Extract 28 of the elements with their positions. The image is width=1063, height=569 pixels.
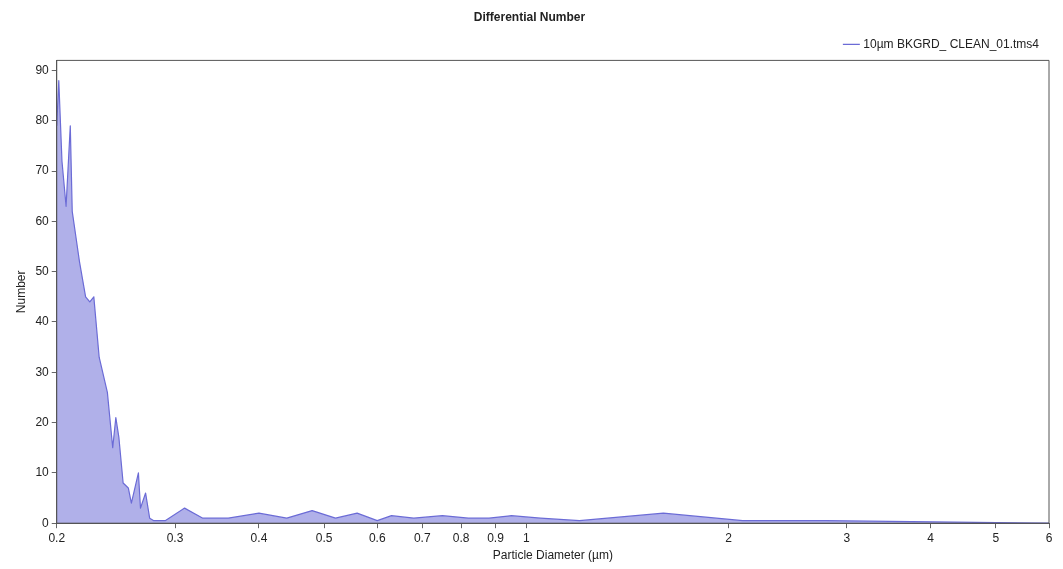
- x-tick-label: 0.2: [48, 530, 66, 545]
- chart-title: Differential Number: [473, 9, 586, 24]
- x-tick-label: 0.4: [250, 530, 268, 545]
- x-tick-label: 0.5: [315, 530, 333, 545]
- y-tick-label: 30: [35, 364, 50, 379]
- x-tick-label: 0.3: [166, 530, 184, 545]
- x-tick-label: 5: [992, 530, 1000, 545]
- y-tick-label: 0: [42, 515, 50, 530]
- y-tick-label: 80: [35, 113, 50, 128]
- x-tick-label: 0.8: [452, 530, 470, 545]
- y-tick-label: 60: [35, 213, 50, 228]
- y-tick-label: 10: [35, 465, 50, 480]
- y-tick-label: 40: [35, 314, 50, 329]
- x-tick-label: 4: [927, 530, 935, 545]
- y-axis-title: Number: [13, 270, 28, 314]
- x-tick-label: 3: [843, 530, 851, 545]
- x-tick-label: 6: [1045, 530, 1053, 545]
- y-tick-label: 50: [35, 263, 50, 278]
- x-tick-label: 2: [725, 530, 733, 545]
- x-axis-title: Particle Diameter (µm): [492, 548, 614, 563]
- legend-label: 10µm BKGRD_ CLEAN_01.tms4: [863, 36, 1040, 51]
- x-tick-label: 1: [522, 530, 530, 545]
- y-tick-label: 70: [35, 163, 50, 178]
- y-tick-label: 20: [35, 414, 50, 429]
- x-tick-label: 0.9: [487, 530, 505, 545]
- x-tick-label: 0.7: [413, 530, 431, 545]
- x-tick-label: 0.6: [368, 530, 386, 545]
- y-tick-label: 90: [35, 62, 50, 77]
